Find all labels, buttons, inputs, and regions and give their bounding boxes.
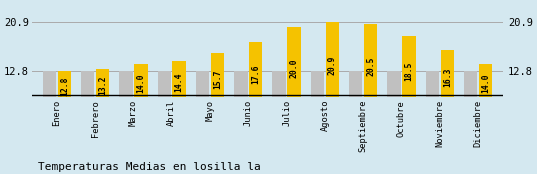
Bar xyxy=(249,42,263,149)
Bar xyxy=(426,71,439,149)
Bar xyxy=(287,27,301,149)
Text: 18.5: 18.5 xyxy=(404,62,413,81)
Bar xyxy=(349,71,362,149)
Bar xyxy=(234,71,248,149)
Text: 20.0: 20.0 xyxy=(289,58,299,78)
Bar xyxy=(479,64,492,149)
Bar xyxy=(211,53,224,149)
Bar xyxy=(402,36,416,149)
Text: Temperaturas Medias en losilla la: Temperaturas Medias en losilla la xyxy=(38,162,260,172)
Bar xyxy=(311,71,324,149)
Bar xyxy=(134,64,148,149)
Bar xyxy=(172,61,186,149)
Text: 13.2: 13.2 xyxy=(98,75,107,95)
Text: 14.4: 14.4 xyxy=(175,72,184,92)
Text: 17.6: 17.6 xyxy=(251,64,260,84)
Bar xyxy=(196,71,209,149)
Bar xyxy=(157,71,171,149)
Bar xyxy=(440,50,454,149)
Bar xyxy=(42,71,56,149)
Text: 20.5: 20.5 xyxy=(366,57,375,76)
Text: 14.0: 14.0 xyxy=(481,73,490,93)
Bar xyxy=(96,69,110,149)
Bar xyxy=(119,71,133,149)
Bar xyxy=(81,71,95,149)
Text: 14.0: 14.0 xyxy=(136,73,146,93)
Text: 12.8: 12.8 xyxy=(60,76,69,96)
Bar xyxy=(325,22,339,149)
Bar xyxy=(464,71,477,149)
Text: 16.3: 16.3 xyxy=(442,68,452,87)
Bar xyxy=(387,71,401,149)
Text: 20.9: 20.9 xyxy=(328,56,337,75)
Text: 15.7: 15.7 xyxy=(213,69,222,89)
Bar xyxy=(364,24,378,149)
Bar xyxy=(272,71,286,149)
Bar xyxy=(57,71,71,149)
